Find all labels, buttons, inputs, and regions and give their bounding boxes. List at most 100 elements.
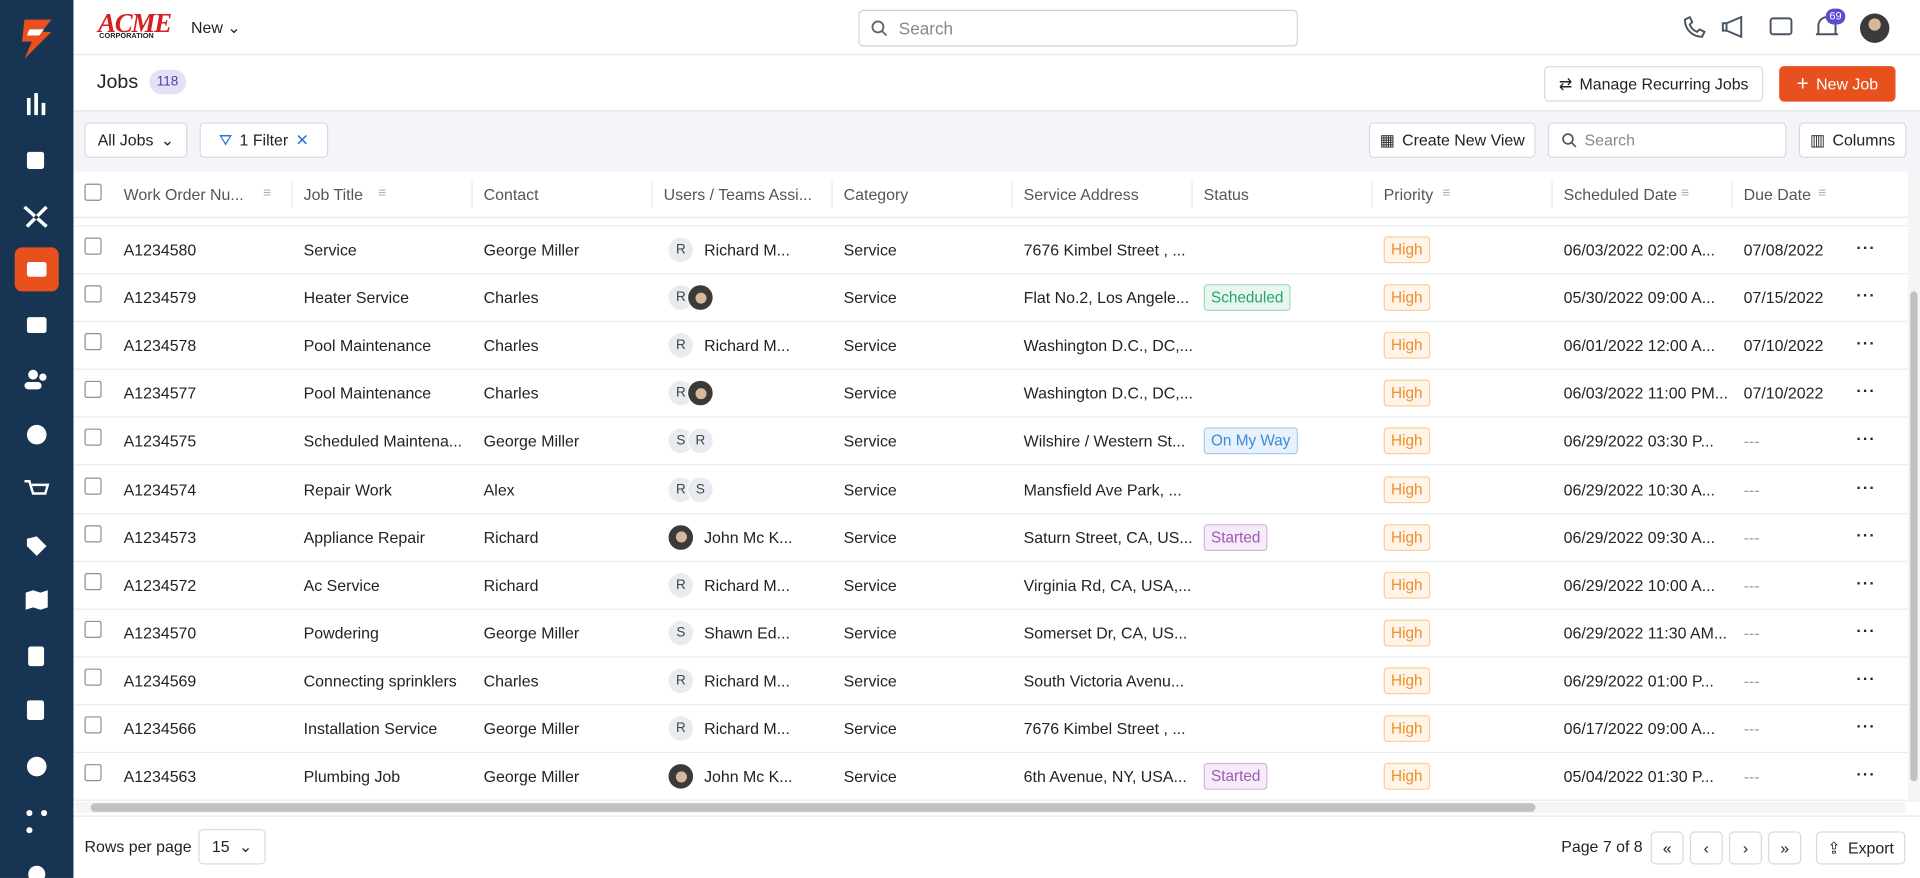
row-checkbox[interactable]: [84, 764, 102, 782]
vertical-scrollbar[interactable]: [1907, 171, 1920, 803]
rows-per-page-select[interactable]: 15 ⌄: [198, 828, 266, 865]
contact: George Miller: [483, 719, 580, 738]
row-actions[interactable]: ···: [1856, 621, 1876, 640]
column-header[interactable]: Category: [843, 185, 909, 204]
sort-icon[interactable]: ≡: [263, 186, 272, 201]
view-label: All Jobs: [97, 131, 154, 150]
row-checkbox[interactable]: [84, 476, 102, 495]
work-order-id[interactable]: A1234574: [123, 480, 197, 499]
column-header[interactable]: Work Order Nu...: [123, 185, 244, 204]
column-header[interactable]: Job Title: [303, 185, 363, 204]
row-actions[interactable]: ···: [1856, 477, 1876, 496]
column-header[interactable]: Users / Teams Assi...: [663, 185, 813, 204]
row-checkbox[interactable]: [84, 429, 102, 447]
row-checkbox[interactable]: [84, 285, 102, 303]
sort-icon[interactable]: ≡: [1681, 186, 1690, 201]
work-order-id[interactable]: A1234578: [123, 336, 197, 355]
plus-icon: +: [1796, 71, 1809, 95]
service-address: 6th Avenue, NY, USA...: [1023, 767, 1187, 786]
row-actions[interactable]: ···: [1856, 764, 1876, 784]
prev-page[interactable]: ‹: [1689, 831, 1723, 865]
new-menu[interactable]: New ⌄: [191, 18, 241, 37]
row-actions[interactable]: ···: [1856, 286, 1876, 305]
manage-recurring-button[interactable]: ⇄ Manage Recurring Jobs: [1544, 66, 1764, 102]
status-tag: Started: [1203, 762, 1268, 790]
work-order-id[interactable]: A1234580: [123, 240, 197, 259]
filter-button[interactable]: ⛛ 1 Filter ✕: [199, 122, 329, 158]
due-date: ---: [1743, 671, 1760, 690]
row-actions[interactable]: ···: [1856, 525, 1876, 544]
column-header[interactable]: Due Date: [1743, 185, 1811, 204]
first-page[interactable]: «: [1650, 831, 1684, 865]
priority-tag: High: [1383, 379, 1430, 407]
row-actions[interactable]: ···: [1856, 573, 1876, 592]
new-job-button[interactable]: + New Job: [1779, 66, 1896, 102]
job-title: Ac Service: [303, 575, 380, 595]
work-order-id[interactable]: A1234563: [123, 767, 197, 786]
column-header[interactable]: Status: [1203, 185, 1249, 204]
contact: Charles: [483, 288, 539, 307]
row-actions[interactable]: ···: [1856, 669, 1876, 688]
work-order-id[interactable]: A1234570: [123, 623, 197, 642]
work-order-id[interactable]: A1234575: [123, 432, 197, 451]
new-job-label: New Job: [1816, 74, 1879, 94]
row-actions[interactable]: ···: [1856, 716, 1876, 736]
row-checkbox[interactable]: [84, 333, 102, 351]
horizontal-thumb[interactable]: [90, 803, 1536, 812]
due-date: 07/10/2022: [1743, 336, 1824, 355]
work-order-id[interactable]: A1234577: [123, 384, 197, 403]
job-title: Repair Work: [303, 480, 392, 499]
column-header[interactable]: Priority: [1383, 185, 1434, 204]
export-button[interactable]: ⇪ Export: [1815, 831, 1906, 865]
jobs-count: 118: [149, 69, 186, 95]
sort-icon[interactable]: ≡: [1818, 186, 1827, 201]
contact: George Miller: [483, 767, 580, 786]
service-address: Somerset Dr, CA, US...: [1023, 623, 1188, 642]
row-actions[interactable]: ···: [1856, 381, 1876, 401]
avatar-photo: [667, 523, 695, 551]
sort-icon[interactable]: ≡: [1442, 186, 1451, 201]
avatar-photo: [686, 284, 714, 312]
avatar-initial: R: [667, 332, 695, 360]
row-actions[interactable]: ···: [1856, 238, 1876, 257]
filter-icon: ⛛: [218, 130, 233, 149]
create-view-button[interactable]: ▦ Create New View: [1368, 122, 1536, 158]
row-checkbox[interactable]: [84, 381, 102, 399]
row-checkbox[interactable]: [84, 572, 102, 590]
row-checkbox[interactable]: [84, 716, 102, 734]
search-placeholder: Search: [898, 18, 954, 38]
work-order-id[interactable]: A1234573: [123, 527, 197, 547]
row-actions[interactable]: ···: [1856, 429, 1876, 449]
row-checkbox[interactable]: [84, 620, 102, 638]
clear-filter[interactable]: ✕: [295, 130, 309, 149]
columns-button[interactable]: ▥ Columns: [1798, 122, 1907, 158]
brand-icon: [22, 19, 52, 59]
row-checkbox[interactable]: [84, 524, 102, 542]
view-select[interactable]: All Jobs ⌄: [84, 122, 188, 158]
work-order-id[interactable]: A1234579: [123, 288, 197, 307]
column-header[interactable]: Contact: [483, 185, 539, 204]
last-page[interactable]: »: [1768, 831, 1802, 865]
column-header[interactable]: Scheduled Date: [1563, 185, 1677, 204]
export-icon: ⇪: [1827, 838, 1841, 857]
next-page[interactable]: ›: [1728, 831, 1763, 865]
recurring-icon: ⇄: [1558, 74, 1573, 93]
filter-label: 1 Filter: [239, 131, 289, 150]
global-search[interactable]: Search: [858, 9, 1298, 47]
horizontal-scrollbar[interactable]: [75, 802, 1906, 814]
sort-icon[interactable]: ≡: [378, 186, 387, 201]
rows-per-page-value: 15: [211, 837, 230, 856]
column-header[interactable]: Service Address: [1023, 185, 1139, 204]
work-order-id[interactable]: A1234566: [123, 719, 197, 738]
sidebar: [0, 0, 74, 878]
nav-icons: [23, 93, 50, 878]
work-order-id[interactable]: A1234569: [123, 671, 197, 690]
table-search[interactable]: Search: [1547, 122, 1787, 158]
row-checkbox[interactable]: [84, 237, 102, 255]
work-order-id[interactable]: A1234572: [123, 575, 197, 595]
row-checkbox[interactable]: [84, 668, 102, 686]
priority-tag: High: [1383, 667, 1430, 695]
row-actions[interactable]: ···: [1856, 333, 1876, 353]
vertical-thumb[interactable]: [1910, 291, 1918, 782]
header-checkbox[interactable]: [84, 183, 102, 201]
